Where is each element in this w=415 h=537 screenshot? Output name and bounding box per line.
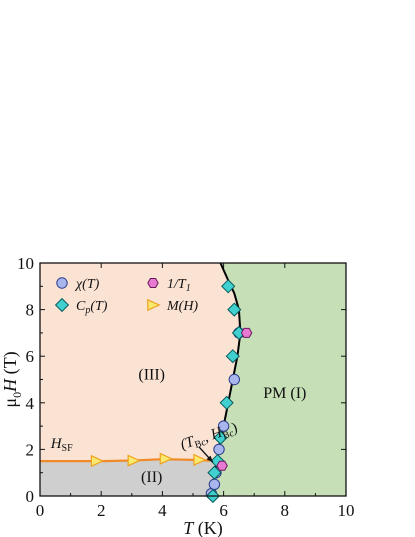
x-axis-title: T (K): [183, 518, 223, 537]
region-label-PM: PM (I): [263, 385, 306, 402]
legend-marker-Cp: [54, 297, 70, 313]
marker-Cp-3: [213, 430, 228, 445]
chart-text: (III)(II)PM (I)HSF (TBc, HBc): [50, 367, 307, 487]
region-label-III: (III): [138, 367, 165, 384]
x-tick-label-5: 10: [338, 501, 355, 520]
legend-marker-T1: [147, 278, 159, 288]
region-iii: [40, 263, 241, 462]
legend-label-M: M(H): [166, 299, 198, 314]
region-pm: [212, 263, 346, 496]
marker-M-1: [127, 454, 141, 467]
y-tick-label-5: 10: [17, 254, 34, 273]
marker-M-3: [193, 453, 207, 467]
marker-T1-0: [216, 460, 228, 471]
x-tick-label-1: 2: [97, 501, 106, 520]
marker-chi-5: [228, 373, 241, 386]
phase-regions: [40, 263, 346, 496]
region-label-II: (II): [141, 469, 162, 486]
region-ii: [40, 459, 217, 496]
x-tick-label-3: 6: [219, 501, 228, 520]
marker-chi-1: [208, 478, 221, 491]
marker-M-0: [90, 454, 105, 468]
x-tick-label-4: 8: [281, 501, 290, 520]
marker-chi-3: [213, 443, 225, 456]
legend-marker-M: [147, 298, 161, 312]
tbc-arrow-head: [206, 455, 213, 463]
x-tick-label-0: 0: [36, 501, 45, 520]
x-tick-label-2: 4: [158, 501, 167, 520]
marker-Cp-7: [227, 302, 242, 317]
y-tick-label-0: 0: [26, 487, 35, 506]
y-tick-label-1: 2: [26, 440, 35, 459]
legend-label-chi: χ(T): [74, 277, 100, 292]
marker-T1-1: [240, 327, 253, 338]
legend-label-Cp: Cp(T): [76, 299, 108, 316]
marker-M-2: [159, 452, 174, 465]
legend-label-T1: 1/T1: [167, 277, 191, 294]
y-tick-label-2: 4: [26, 394, 35, 413]
axes: 0 2 4 6 8 10 0 2 4 6 8 10 T (K) μ0H (T): [0, 254, 355, 537]
legend: χ(T) 1/T1 Cp(T) M(H): [54, 277, 198, 316]
marker-Cp-4: [219, 395, 234, 410]
y-axis-title: μ0H (T): [0, 351, 24, 407]
marker-chi-4: [217, 420, 230, 432]
y-tick-label-4: 8: [26, 301, 35, 320]
hsf-label: HSF: [50, 436, 73, 454]
marker-Cp-5: [225, 349, 240, 364]
data-markers: [90, 279, 253, 504]
legend-marker-chi: [56, 277, 68, 289]
y-tick-label-3: 6: [26, 347, 35, 366]
marker-Cp-1: [207, 465, 222, 480]
marker-Cp-8: [221, 279, 236, 294]
